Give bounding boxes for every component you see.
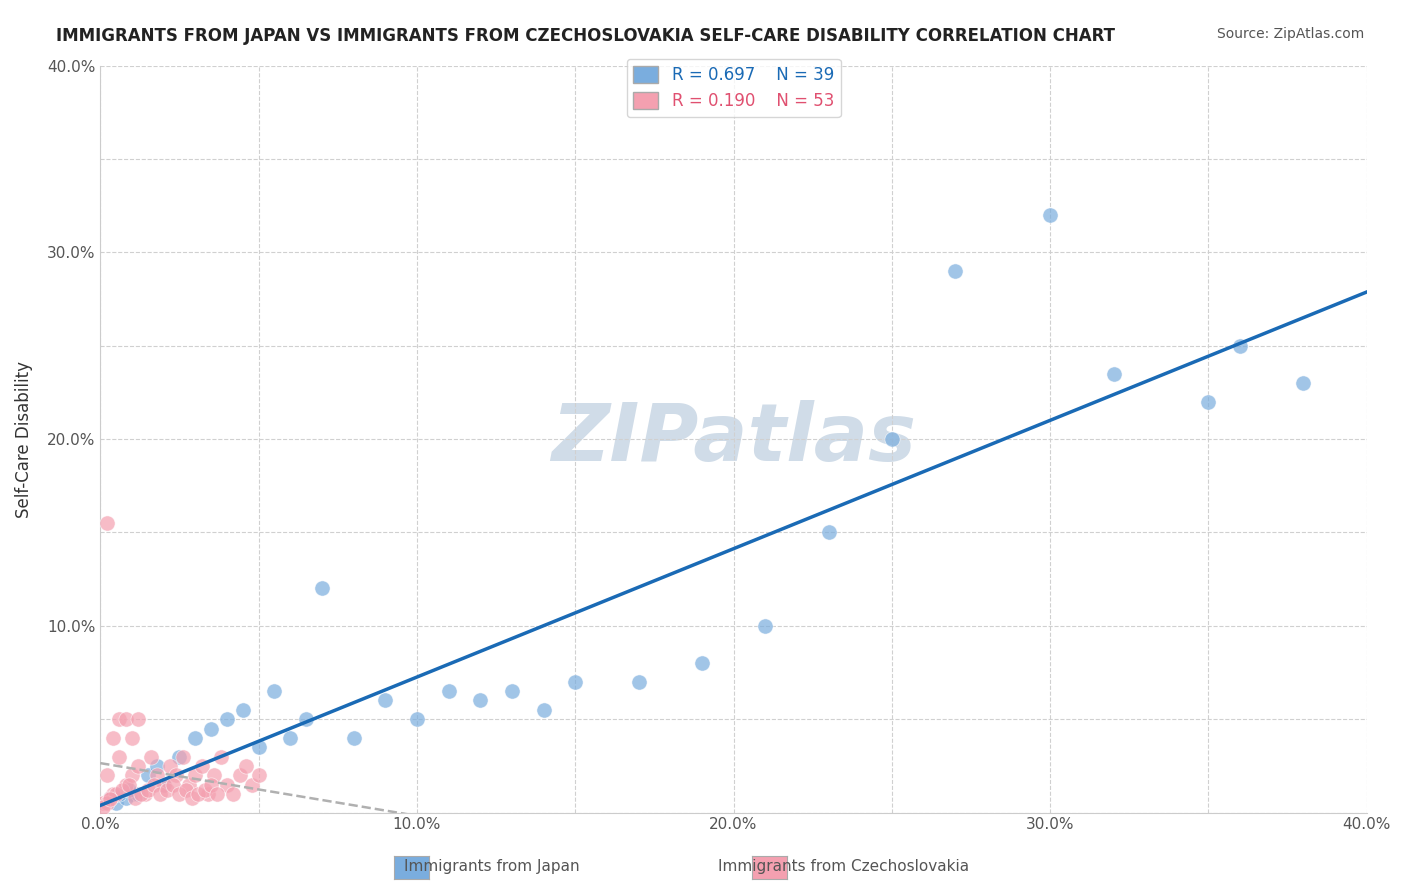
Text: IMMIGRANTS FROM JAPAN VS IMMIGRANTS FROM CZECHOSLOVAKIA SELF-CARE DISABILITY COR: IMMIGRANTS FROM JAPAN VS IMMIGRANTS FROM… bbox=[56, 27, 1115, 45]
Point bbox=[342, 731, 364, 745]
Point bbox=[247, 740, 270, 755]
Point bbox=[215, 712, 238, 726]
Point bbox=[101, 731, 124, 745]
Point bbox=[209, 749, 232, 764]
Point bbox=[127, 712, 149, 726]
Point bbox=[96, 796, 118, 810]
Point bbox=[159, 759, 181, 773]
Text: Immigrants from Japan: Immigrants from Japan bbox=[405, 859, 579, 874]
Point bbox=[108, 712, 131, 726]
Point bbox=[131, 787, 153, 801]
Point bbox=[200, 778, 222, 792]
Point bbox=[121, 768, 143, 782]
Point bbox=[278, 731, 301, 745]
Point bbox=[146, 768, 169, 782]
Point bbox=[1102, 367, 1125, 381]
Point bbox=[124, 790, 146, 805]
Legend: R = 0.697    N = 39, R = 0.190    N = 53: R = 0.697 N = 39, R = 0.190 N = 53 bbox=[627, 59, 841, 117]
Point bbox=[181, 790, 204, 805]
Point bbox=[149, 787, 172, 801]
Point bbox=[114, 790, 136, 805]
Point bbox=[118, 778, 141, 792]
Point bbox=[240, 778, 263, 792]
Point bbox=[222, 787, 245, 801]
Point bbox=[197, 787, 219, 801]
Point bbox=[207, 787, 229, 801]
Text: Source: ZipAtlas.com: Source: ZipAtlas.com bbox=[1216, 27, 1364, 41]
Point bbox=[232, 703, 254, 717]
Point bbox=[98, 790, 121, 805]
Point bbox=[263, 684, 285, 698]
Point bbox=[136, 783, 159, 797]
Point bbox=[146, 759, 169, 773]
Point bbox=[174, 783, 197, 797]
Point bbox=[470, 693, 492, 707]
Point bbox=[215, 778, 238, 792]
Point bbox=[108, 749, 131, 764]
Point bbox=[101, 787, 124, 801]
Point bbox=[228, 768, 250, 782]
Point bbox=[406, 712, 429, 726]
Point bbox=[139, 749, 162, 764]
Point bbox=[105, 787, 128, 801]
Point bbox=[169, 787, 191, 801]
Point bbox=[121, 731, 143, 745]
Point bbox=[1039, 208, 1062, 222]
Point bbox=[202, 768, 225, 782]
Point bbox=[200, 722, 222, 736]
Point bbox=[114, 778, 136, 792]
Point bbox=[162, 778, 184, 792]
Point bbox=[134, 787, 156, 801]
Point bbox=[311, 582, 333, 596]
Point bbox=[127, 787, 149, 801]
Point bbox=[564, 674, 586, 689]
Point bbox=[501, 684, 523, 698]
Point bbox=[96, 768, 118, 782]
Point bbox=[98, 792, 121, 806]
Point bbox=[190, 759, 212, 773]
Point bbox=[96, 516, 118, 530]
Point bbox=[690, 656, 713, 670]
Point bbox=[98, 790, 121, 805]
Point bbox=[184, 768, 207, 782]
Point bbox=[114, 712, 136, 726]
Point bbox=[187, 787, 209, 801]
Point bbox=[184, 731, 207, 745]
Point bbox=[437, 684, 460, 698]
Point bbox=[169, 749, 191, 764]
Point bbox=[1198, 394, 1220, 409]
Point bbox=[143, 778, 166, 792]
Point bbox=[127, 759, 149, 773]
Point bbox=[533, 703, 555, 717]
Point bbox=[943, 264, 966, 278]
Point bbox=[105, 796, 128, 810]
Point bbox=[152, 778, 174, 792]
Point bbox=[152, 778, 174, 792]
Point bbox=[374, 693, 396, 707]
Point bbox=[93, 796, 115, 810]
Y-axis label: Self-Care Disability: Self-Care Disability bbox=[15, 360, 32, 517]
Point bbox=[172, 749, 194, 764]
Point bbox=[108, 787, 131, 801]
Point bbox=[93, 800, 115, 814]
Point bbox=[118, 783, 141, 797]
Point bbox=[754, 619, 776, 633]
Point bbox=[627, 674, 650, 689]
Point bbox=[817, 525, 839, 540]
Point bbox=[235, 759, 257, 773]
Point bbox=[121, 787, 143, 801]
Point bbox=[880, 432, 903, 446]
Point bbox=[156, 783, 179, 797]
Point bbox=[111, 783, 134, 797]
Text: ZIPatlas: ZIPatlas bbox=[551, 401, 917, 478]
Point bbox=[194, 783, 217, 797]
Point bbox=[1229, 339, 1251, 353]
Point bbox=[295, 712, 318, 726]
Text: Immigrants from Czechoslovakia: Immigrants from Czechoslovakia bbox=[718, 859, 969, 874]
Point bbox=[177, 778, 200, 792]
Point bbox=[165, 768, 187, 782]
Point bbox=[247, 768, 270, 782]
Point bbox=[1292, 376, 1315, 390]
Point bbox=[136, 768, 159, 782]
